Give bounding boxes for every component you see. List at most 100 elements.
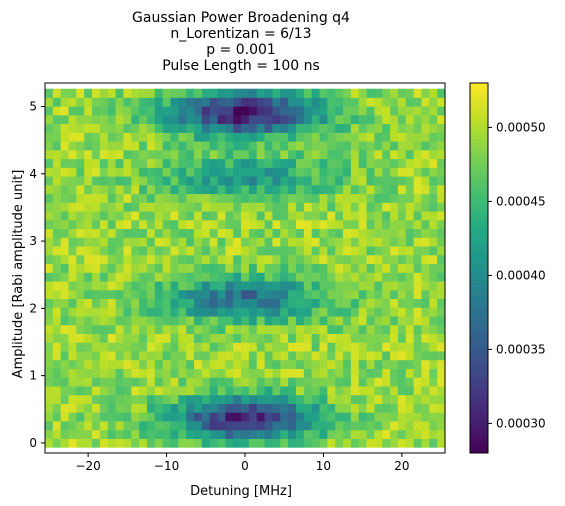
heatmap-cell [272, 106, 281, 116]
heatmap-cell [272, 254, 281, 265]
colorbar-segment [470, 253, 488, 258]
heatmap-cell [405, 342, 415, 352]
heatmap-cell [131, 289, 140, 300]
heatmap-cell [76, 132, 85, 142]
heatmap-cell [84, 281, 93, 291]
colorbar-segment [470, 386, 488, 391]
heatmap-cell [194, 141, 203, 151]
colorbar-segment [470, 360, 488, 365]
colorbar-segment [470, 349, 488, 354]
heatmap-cell [115, 342, 124, 352]
heatmap-cell [382, 97, 391, 107]
heatmap-cell [194, 324, 203, 334]
heatmap-cell [311, 403, 320, 413]
heatmap-cell [303, 298, 313, 308]
heatmap-cell [358, 193, 367, 203]
heatmap-cell [390, 132, 399, 142]
colorbar-segment [470, 116, 488, 121]
heatmap-cell [319, 176, 328, 186]
heatmap-cell [405, 237, 415, 247]
heatmap-cell [319, 158, 328, 168]
heatmap-cell [194, 211, 203, 221]
heatmap-cell [170, 149, 179, 160]
heatmap-cell [170, 394, 179, 404]
heatmap-cell [272, 307, 281, 317]
heatmap-cell [295, 298, 305, 308]
heatmap-cell [186, 149, 195, 160]
heatmap-cell [272, 333, 281, 343]
heatmap-cell [99, 254, 109, 265]
heatmap-cell [335, 281, 344, 291]
heatmap-cell [335, 263, 344, 273]
colorbar-segment [470, 120, 488, 125]
heatmap-cell [421, 211, 430, 221]
heatmap-cell [68, 281, 77, 291]
heatmap-cell [311, 412, 320, 422]
heatmap-cell [201, 246, 211, 256]
heatmap-cell [92, 97, 101, 107]
heatmap-cell [209, 377, 218, 387]
heatmap-cell [429, 211, 438, 221]
heatmap-cell [248, 438, 258, 448]
heatmap-cell [382, 263, 391, 273]
heatmap-cell [115, 272, 124, 282]
heatmap-cell [60, 403, 69, 413]
heatmap-cell [186, 176, 195, 186]
heatmap-cell [390, 193, 399, 203]
heatmap-cell [146, 167, 156, 177]
heatmap-cell [60, 211, 69, 221]
heatmap-cell [233, 403, 242, 413]
heatmap-cell [288, 97, 297, 107]
heatmap-cell [374, 298, 383, 308]
heatmap-cell [123, 97, 132, 107]
heatmap-cell [123, 106, 132, 116]
heatmap-cell [366, 211, 375, 221]
heatmap-cell [248, 359, 258, 369]
colorbar-segment [470, 157, 488, 162]
heatmap-cell [170, 386, 179, 396]
heatmap-cell [248, 219, 258, 230]
heatmap-cell [123, 289, 132, 300]
heatmap-cell [52, 429, 62, 439]
heatmap-cell [335, 106, 344, 116]
heatmap-cell [374, 438, 383, 448]
heatmap-cell [154, 412, 164, 422]
heatmap-cell [52, 368, 62, 378]
heatmap-cell [209, 158, 218, 168]
heatmap-cell [209, 316, 218, 326]
heatmap-cell [366, 316, 375, 326]
heatmap-cell [327, 421, 336, 431]
heatmap-cell [99, 368, 109, 378]
heatmap-cell [131, 263, 140, 273]
heatmap-cell [311, 351, 320, 361]
heatmap-cell [92, 219, 101, 230]
colorbar-segment [470, 308, 488, 313]
heatmap-cell [248, 228, 258, 238]
heatmap-cell [248, 316, 258, 326]
heatmap-cell [115, 211, 124, 221]
colorbar-segment [470, 401, 488, 406]
heatmap-cell [139, 167, 148, 177]
heatmap-cell [256, 246, 266, 256]
heatmap-cell [397, 359, 407, 369]
heatmap-cell [217, 403, 226, 413]
heatmap-cell [390, 167, 399, 177]
heatmap-cell [413, 132, 422, 142]
heatmap-cell [358, 184, 367, 195]
heatmap-cell [52, 359, 62, 369]
heatmap-cell [225, 429, 234, 439]
heatmap-cell [366, 368, 375, 378]
heatmap-cell [272, 386, 281, 396]
heatmap-cell [335, 394, 344, 404]
heatmap-cell [107, 97, 116, 107]
heatmap-cell [123, 307, 132, 317]
heatmap-cell [413, 237, 422, 247]
heatmap-cell [319, 132, 328, 142]
heatmap-cell [170, 272, 179, 282]
heatmap-cell [178, 342, 187, 352]
heatmap-cell [201, 281, 211, 291]
heatmap-cell [335, 158, 344, 168]
heatmap-cell [217, 237, 226, 247]
heatmap-cell [280, 289, 289, 300]
heatmap-cell [233, 228, 242, 238]
